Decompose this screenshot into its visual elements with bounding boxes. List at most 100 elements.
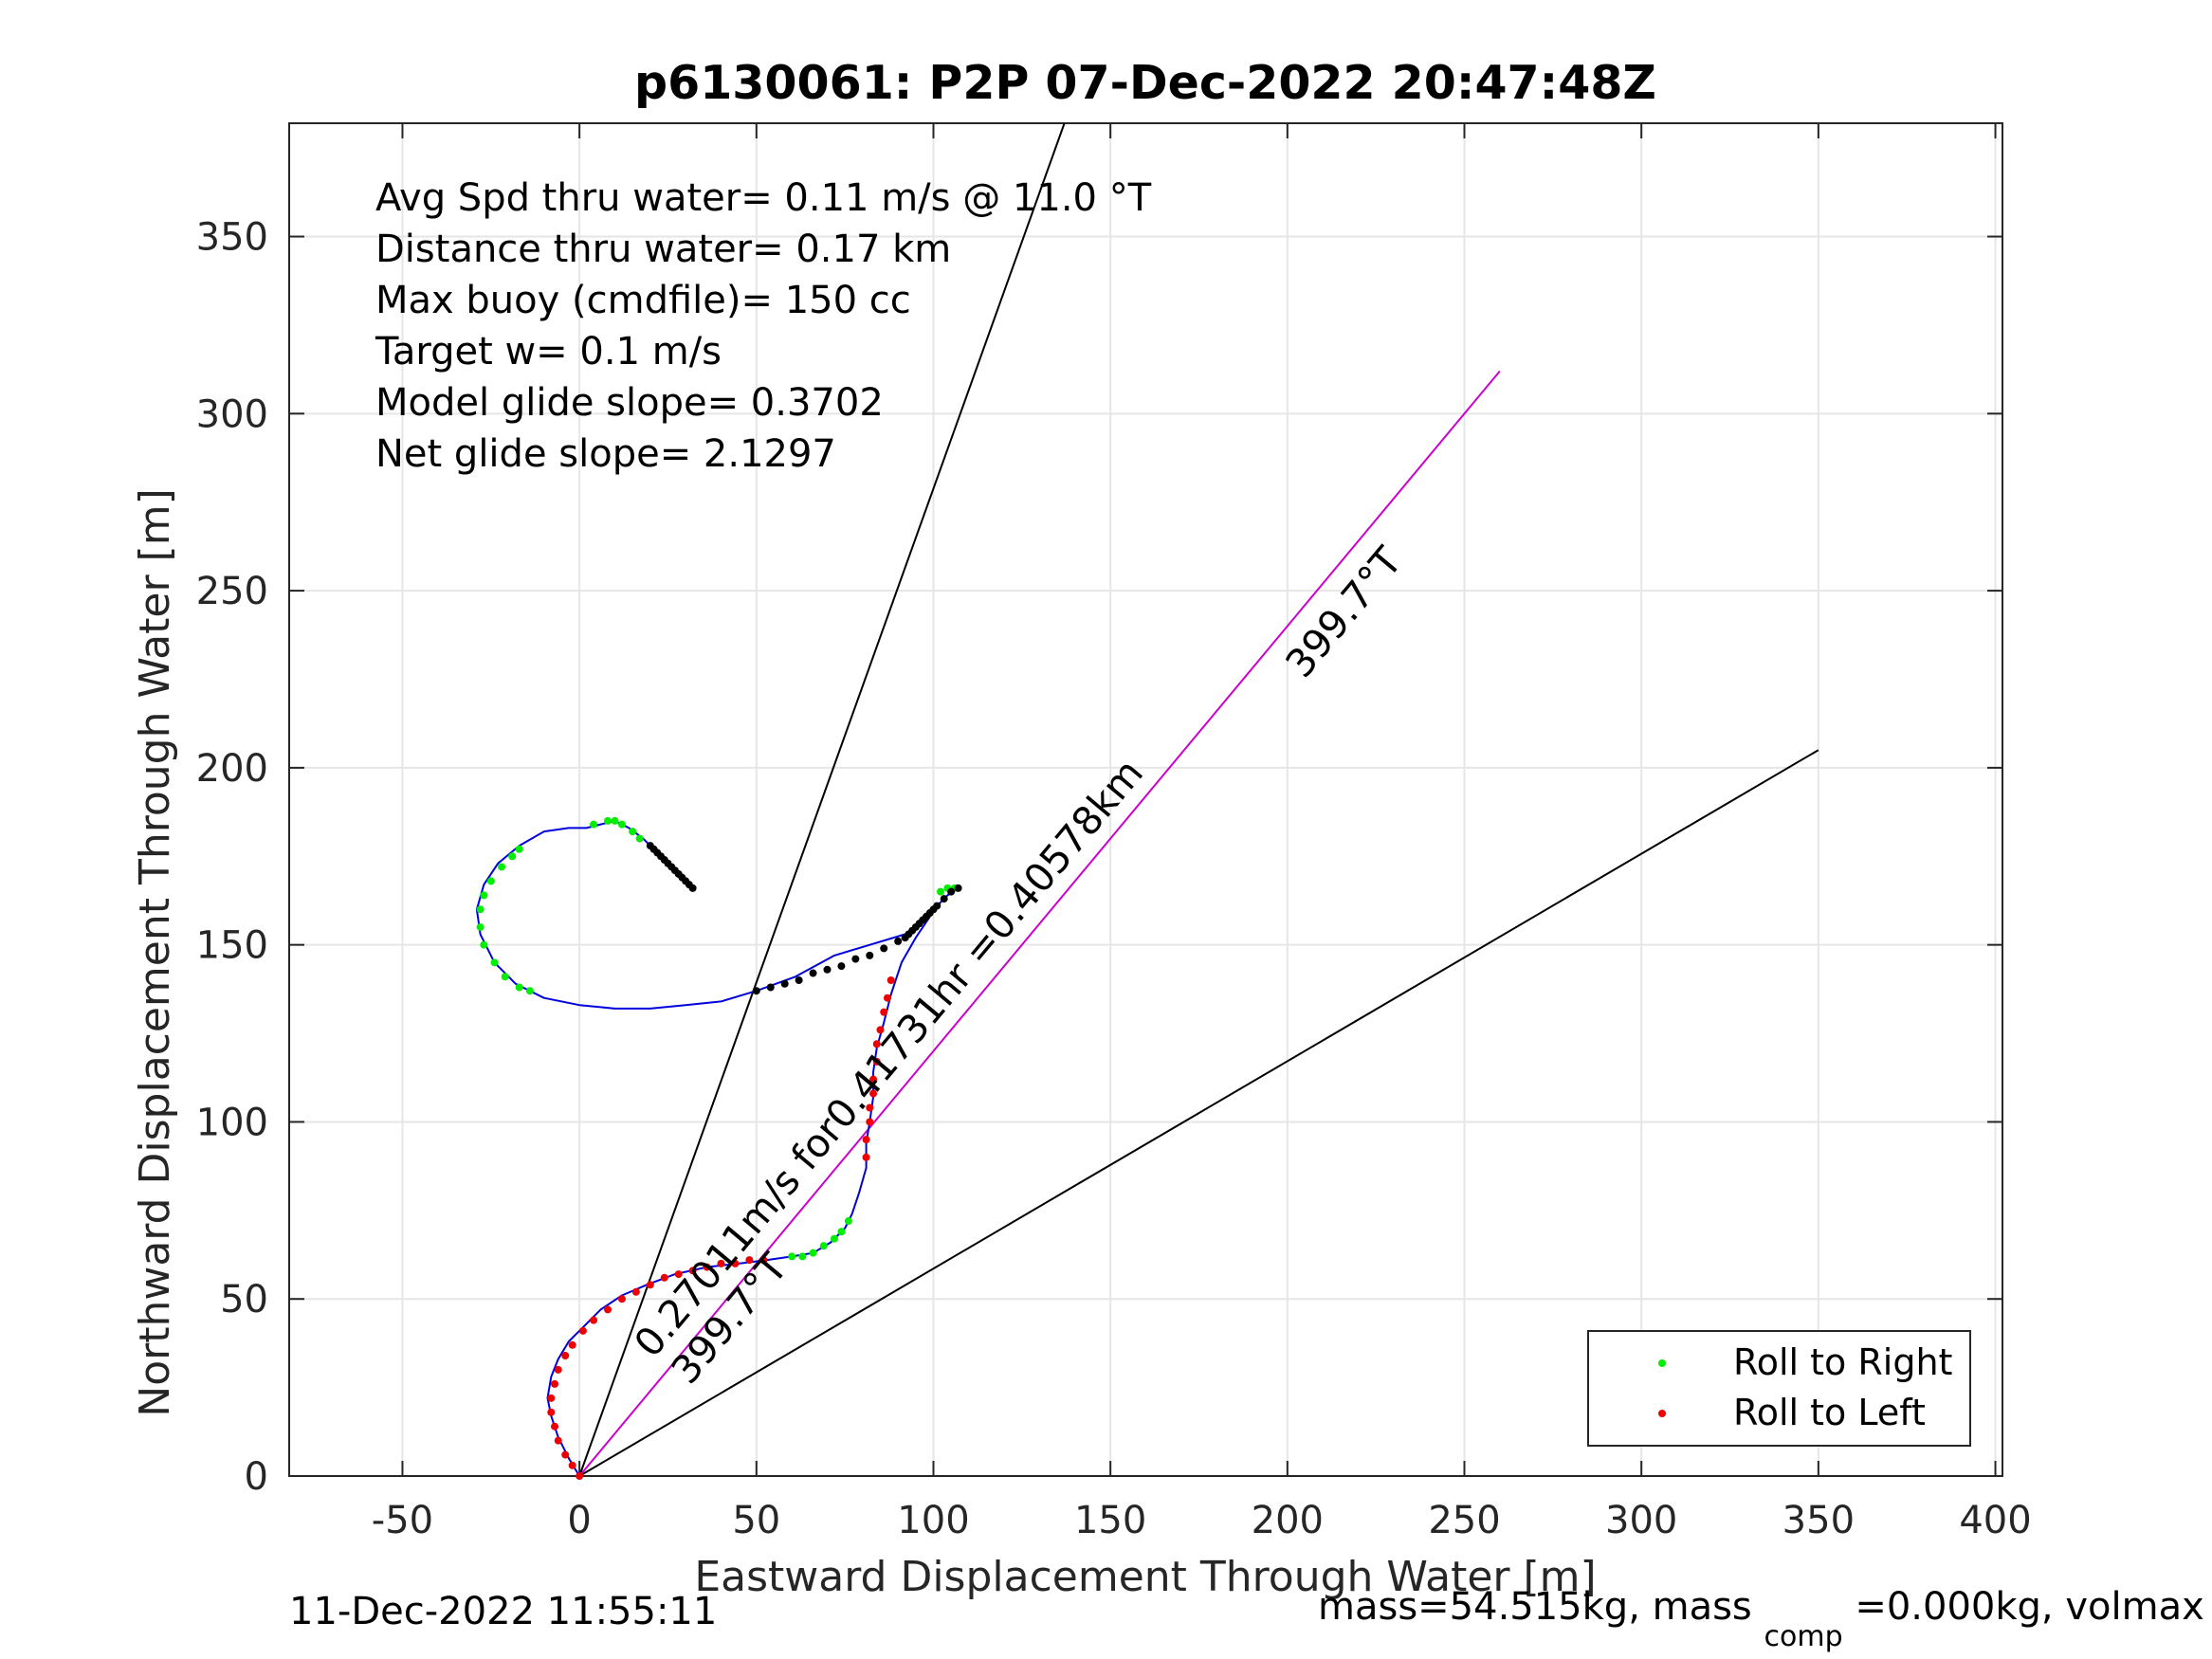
x-tick-label: 400 — [1959, 1499, 2031, 1542]
roll-left-point — [604, 1305, 612, 1314]
legend-marker-roll-right — [1658, 1359, 1666, 1367]
track-dot-point — [780, 979, 789, 988]
x-tick-label: 0 — [567, 1499, 591, 1542]
track-dot-point — [837, 962, 846, 971]
footer-mass-info: mass=54.515kg, mass comp =0.000kg, volma… — [1318, 1585, 2204, 1655]
roll-right-point — [490, 958, 499, 967]
roll-left-point — [547, 1394, 556, 1402]
track-dot-point — [795, 976, 803, 985]
y-axis-label: Northward Displacement Through Water [m] — [131, 488, 179, 1416]
roll-left-point — [617, 1295, 626, 1304]
roll-right-point — [629, 828, 637, 836]
track-dot-point — [908, 926, 917, 935]
roll-left-point — [869, 1075, 878, 1084]
roll-left-point — [631, 1287, 640, 1296]
roll-left-point — [872, 1057, 881, 1066]
roll-left-point — [590, 1316, 598, 1324]
info-line: Avg Spd thru water= 0.11 m/s @ 11.0 °T — [375, 176, 1152, 220]
track-dot-point — [940, 895, 948, 903]
roll-left-point — [872, 1040, 881, 1048]
x-axis-label: Eastward Displacement Through Water [m] — [694, 1553, 1596, 1601]
x-tick-label: 100 — [897, 1499, 969, 1542]
track-dot-point — [947, 887, 956, 896]
roll-left-point — [703, 1263, 711, 1271]
y-tick-label: 0 — [245, 1455, 268, 1499]
roll-right-point — [515, 845, 523, 853]
roll-left-point — [554, 1365, 562, 1374]
roll-right-point — [819, 1242, 828, 1250]
track-dot-point — [894, 937, 903, 945]
roll-right-point — [837, 1228, 846, 1236]
roll-right-point — [635, 834, 644, 843]
roll-left-point — [869, 1089, 878, 1098]
legend-label-roll-left: Roll to Left — [1733, 1392, 1926, 1433]
roll-left-point — [554, 1436, 562, 1445]
track-dot-point — [766, 983, 775, 992]
roll-left-point — [876, 1026, 885, 1034]
y-tick-label: 100 — [196, 1101, 268, 1144]
track-dot-point — [752, 987, 760, 995]
roll-left-point — [887, 976, 895, 985]
roll-right-point — [508, 852, 517, 861]
roll-left-point — [745, 1256, 754, 1265]
info-line: Net glide slope= 2.1297 — [375, 432, 836, 476]
info-line: Max buoy (cmdfile)= 150 cc — [375, 279, 911, 322]
x-tick-label: 200 — [1252, 1499, 1324, 1542]
roll-left-point — [578, 1326, 587, 1335]
track-dot-point — [954, 884, 962, 892]
roll-left-point — [551, 1379, 559, 1388]
roll-right-point — [515, 983, 523, 992]
x-tick-label: 350 — [1782, 1499, 1855, 1542]
roll-right-point — [604, 816, 612, 825]
x-tick-label: 250 — [1428, 1499, 1500, 1542]
track-dot-point — [929, 905, 938, 914]
roll-left-point — [547, 1408, 556, 1416]
x-tick-label: 50 — [732, 1499, 780, 1542]
roll-left-point — [880, 1008, 888, 1016]
roll-left-point — [561, 1351, 570, 1359]
roll-right-point — [501, 973, 509, 981]
series-layer — [475, 122, 1819, 1480]
track-dot-point — [880, 944, 888, 953]
roll-right-point — [590, 820, 598, 829]
roll-left-point — [862, 1153, 870, 1161]
roll-right-point — [476, 922, 484, 931]
roll-left-point — [576, 1472, 584, 1480]
legend-label-roll-right: Roll to Right — [1733, 1341, 1952, 1383]
footer-date: 11-Dec-2022 11:55:11 — [289, 1590, 717, 1633]
sector-line — [578, 122, 1066, 1477]
roll-left-point — [866, 1103, 874, 1112]
roll-left-point — [866, 1118, 874, 1126]
roll-right-point — [617, 820, 626, 829]
roll-left-point — [883, 994, 891, 1002]
track-dot-point — [823, 965, 832, 974]
bearing-line — [578, 370, 1501, 1477]
roll-right-point — [525, 987, 534, 995]
roll-left-point — [759, 1256, 768, 1265]
roll-left-point — [862, 1136, 870, 1144]
roll-right-point — [809, 1249, 817, 1257]
roll-left-point — [568, 1461, 576, 1469]
roll-right-point — [498, 863, 506, 871]
y-tick-label: 350 — [196, 216, 268, 260]
y-tick-label: 300 — [196, 392, 268, 436]
y-tick-label: 150 — [196, 924, 268, 968]
track-dot-point — [851, 955, 860, 963]
roll-right-point — [480, 891, 488, 900]
roll-left-point — [688, 1267, 697, 1275]
track-dot-point — [866, 951, 874, 959]
roll-left-point — [731, 1259, 740, 1267]
footer-mass-prefix: mass=54.515kg, mass — [1318, 1585, 1752, 1629]
y-tick-label: 50 — [220, 1278, 268, 1322]
info-line: Target w= 0.1 m/s — [375, 330, 722, 374]
info-box: Avg Spd thru water= 0.11 m/s @ 11.0 °T Di… — [375, 176, 1152, 476]
track-dot-point — [688, 884, 697, 892]
roll-right-point — [830, 1234, 838, 1243]
roll-left-point — [551, 1422, 559, 1431]
footer-mass-suffix: =0.000kg, volmax — [1855, 1585, 2203, 1629]
roll-left-point — [646, 1281, 654, 1289]
roll-left-point — [561, 1450, 570, 1459]
roll-right-point — [480, 940, 488, 949]
x-tick-label: 150 — [1074, 1499, 1146, 1542]
